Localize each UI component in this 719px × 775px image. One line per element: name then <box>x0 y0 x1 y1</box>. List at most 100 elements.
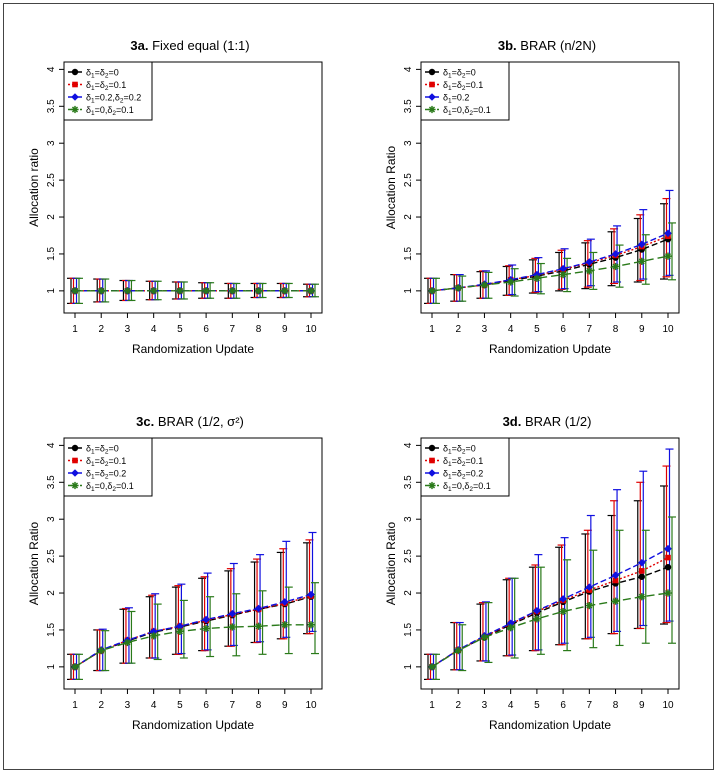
y-tick-label: 4 <box>46 442 57 448</box>
series-line <box>431 566 669 668</box>
y-tick-label: 1.5 <box>46 247 57 261</box>
x-tick-label: 7 <box>587 700 593 711</box>
data-point <box>97 647 105 655</box>
legend-label: δ1=δ2=0 <box>443 68 476 80</box>
legend-subscript: 2 <box>462 85 466 92</box>
star-stroke <box>533 615 540 622</box>
legend-text: δ <box>86 68 91 78</box>
data-point <box>254 622 263 630</box>
data-point <box>638 257 646 265</box>
data-point <box>585 258 594 266</box>
legend-text: δ <box>86 105 91 115</box>
series-green <box>71 621 315 671</box>
y-tick-label: 3.5 <box>46 475 57 489</box>
star-stroke <box>455 284 462 291</box>
star-stroke <box>150 287 157 294</box>
x-tick-label: 4 <box>151 700 157 711</box>
legend-label: δ1=0.2 <box>443 93 469 105</box>
legend-text: =0.1 <box>473 105 491 115</box>
plot-area <box>63 61 323 314</box>
legend-text: =0.2,δ <box>95 93 120 103</box>
chart-panel-2: 3b. BRAR (n/2N) 1 1.5 2 2.5 3 3.5 4 1 2 3 4 5 6 7 8 9 10 R… <box>384 38 680 356</box>
series-red <box>429 554 671 670</box>
x-tick-label: 9 <box>639 324 645 335</box>
y-tick-label: 1 <box>403 288 414 294</box>
x-tick-label: 1 <box>429 700 435 711</box>
x-tick-label: 8 <box>613 700 619 711</box>
series-line <box>431 235 669 292</box>
chart-title-text: BRAR (n/2N) <box>517 38 596 53</box>
star-stroke <box>255 287 262 294</box>
legend-text: =0 <box>466 444 476 454</box>
legend-marker <box>72 457 78 464</box>
legend-text: =δ <box>452 80 462 90</box>
x-axis-label: Randomization Update <box>489 342 611 356</box>
data-point <box>533 615 541 623</box>
x-tick-label: 3 <box>125 324 131 335</box>
x-tick-label: 3 <box>482 700 488 711</box>
legend-label: δ1=δ2=0.2 <box>86 469 126 481</box>
legend-subscript: 1 <box>91 98 95 105</box>
star-stroke <box>586 602 593 609</box>
chart-panel-4: 3d. BRAR (1/2) 1 1.5 2 2.5 3 3.5 4 1 2 3 4 5 6 7 8 9 10 Ra… <box>384 414 680 732</box>
legend-text: δ <box>86 93 91 103</box>
data-point <box>281 287 289 295</box>
y-axis-label: Allocation ratio <box>27 148 41 227</box>
legend-text: =0 <box>466 68 476 78</box>
x-tick-label: 2 <box>455 324 461 335</box>
star-stroke <box>150 632 157 639</box>
series-errorbars-green <box>75 582 319 681</box>
x-tick-label: 10 <box>662 700 674 711</box>
legend-text: δ <box>443 481 448 491</box>
data-point <box>71 663 79 671</box>
data-point <box>664 229 672 238</box>
legend-subscript: 1 <box>448 461 452 468</box>
chart-title: 3d. BRAR (1/2) <box>503 414 592 429</box>
y-tick-label: 3.5 <box>46 99 57 113</box>
legend-text: =0.1 <box>116 105 134 115</box>
y-tick-label: 2.5 <box>403 549 414 563</box>
legend-label: δ1=0.2,δ2=0.2 <box>86 93 141 105</box>
legend-text: δ <box>443 68 448 78</box>
series-line <box>431 548 669 668</box>
x-tick-label: 9 <box>282 700 288 711</box>
star-stroke <box>98 287 105 294</box>
data-point <box>176 287 184 295</box>
y-axis-label: Allocation Ratio <box>384 145 398 229</box>
legend-text: =0 <box>109 68 119 78</box>
x-tick-label: 6 <box>203 324 209 335</box>
star-stroke <box>281 621 288 628</box>
star-stroke <box>176 628 183 635</box>
legend-marker <box>428 93 436 101</box>
series-green <box>428 589 672 671</box>
x-tick-label: 10 <box>305 324 317 335</box>
star-stroke <box>428 663 436 670</box>
chart-title-text: BRAR (1/2) <box>521 414 591 429</box>
data-point <box>611 262 620 271</box>
series-line <box>431 556 669 668</box>
y-tick-label: 2.5 <box>46 549 57 563</box>
x-tick-label: 8 <box>256 700 262 711</box>
legend-label: δ1=δ2=0 <box>443 444 476 456</box>
x-tick-label: 5 <box>534 324 540 335</box>
x-axis-label: Randomization Update <box>489 718 611 732</box>
star-stroke <box>124 287 131 294</box>
star-stroke <box>481 281 488 288</box>
legend-text: =0,δ <box>452 481 470 491</box>
data-point <box>638 573 645 580</box>
star-stroke <box>507 278 514 286</box>
figure-frame <box>3 3 714 770</box>
legend-label: δ1=δ2=0.1 <box>86 456 126 468</box>
legend-label: δ1=0,δ2=0.1 <box>86 105 134 117</box>
legend-label: δ1=δ2=0.1 <box>443 80 483 92</box>
legend-text: =0 <box>109 444 119 454</box>
legend-text: δ <box>86 80 91 90</box>
data-point <box>611 597 620 605</box>
star-stroke <box>229 287 236 294</box>
x-tick-label: 7 <box>230 324 236 335</box>
chart-title: 3a. Fixed equal (1:1) <box>130 38 249 53</box>
x-tick-label: 7 <box>230 700 236 711</box>
x-tick-label: 6 <box>560 700 566 711</box>
legend-subscript: 2 <box>105 73 109 80</box>
data-point <box>638 568 645 574</box>
